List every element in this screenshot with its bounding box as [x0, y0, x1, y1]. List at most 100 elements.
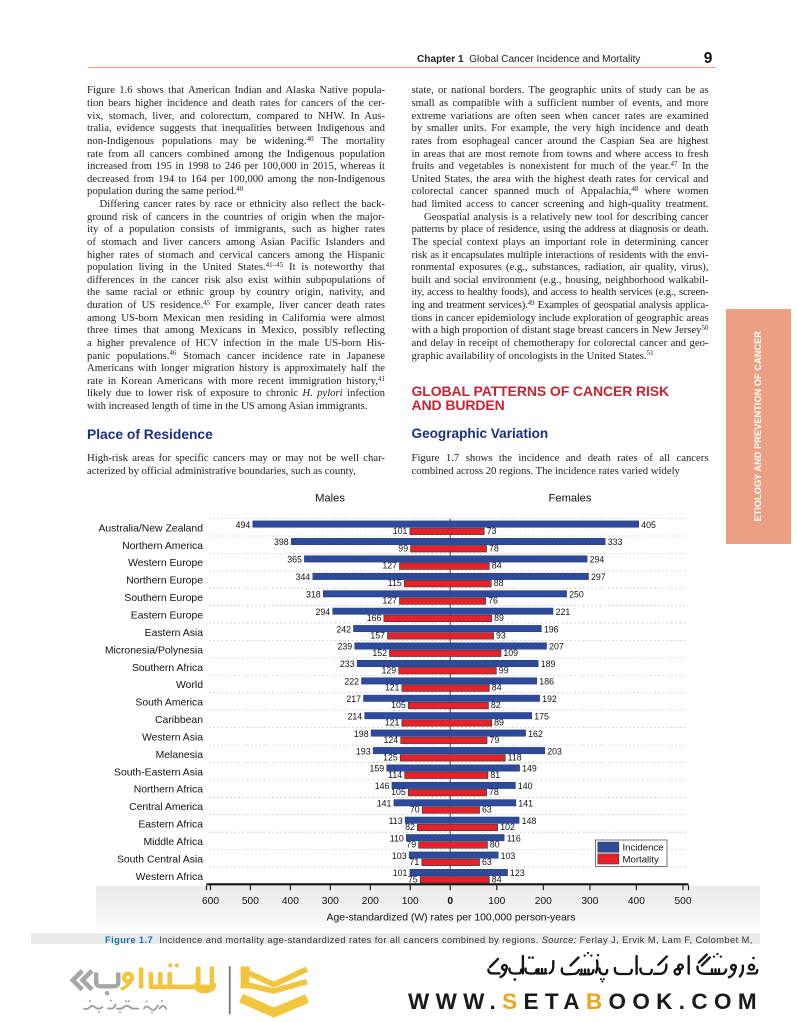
svg-text:193: 193 — [356, 746, 371, 756]
svg-text:100: 100 — [488, 896, 505, 907]
svg-text:Eastern Africa: Eastern Africa — [138, 820, 203, 831]
svg-text:129: 129 — [382, 665, 397, 675]
svg-text:63: 63 — [482, 805, 492, 815]
svg-text:159: 159 — [370, 764, 385, 774]
svg-text:344: 344 — [296, 572, 311, 582]
svg-text:398: 398 — [274, 537, 289, 547]
svg-text:166: 166 — [367, 613, 382, 623]
svg-text:318: 318 — [306, 590, 321, 600]
svg-text:103: 103 — [392, 851, 407, 861]
svg-text:Micronesia/Polynesia: Micronesia/Polynesia — [105, 645, 203, 656]
svg-text:Northern America: Northern America — [122, 541, 203, 552]
svg-text:93: 93 — [496, 630, 506, 640]
svg-text:Eastern Europe: Eastern Europe — [131, 611, 203, 622]
svg-text:148: 148 — [522, 816, 537, 826]
svg-text:116: 116 — [507, 833, 521, 843]
svg-text:105: 105 — [391, 700, 406, 710]
svg-text:102: 102 — [500, 822, 515, 832]
svg-text:63: 63 — [482, 857, 492, 867]
svg-text:300: 300 — [581, 896, 598, 907]
svg-text:78: 78 — [489, 787, 499, 797]
svg-text:Southern Africa: Southern Africa — [132, 663, 203, 674]
svg-text:221: 221 — [556, 607, 571, 617]
svg-text:141: 141 — [377, 799, 392, 809]
svg-text:500: 500 — [242, 896, 259, 907]
svg-text:76: 76 — [488, 596, 498, 606]
svg-text:89: 89 — [494, 718, 504, 728]
svg-text:Melanesia: Melanesia — [156, 750, 204, 761]
svg-text:200: 200 — [362, 896, 379, 907]
svg-text:78: 78 — [489, 543, 499, 553]
svg-text:196: 196 — [544, 624, 559, 634]
svg-text:146: 146 — [375, 781, 390, 791]
svg-text:82: 82 — [491, 700, 501, 710]
svg-text:88: 88 — [494, 578, 504, 588]
svg-text:300: 300 — [322, 896, 339, 907]
svg-text:127: 127 — [382, 561, 397, 571]
svg-text:105: 105 — [391, 787, 406, 797]
svg-text:0: 0 — [447, 896, 453, 907]
svg-text:Caribbean: Caribbean — [155, 715, 203, 726]
svg-text:South Central Asia: South Central Asia — [117, 854, 203, 865]
svg-text:World: World — [176, 680, 203, 691]
svg-text:Southern Europe: Southern Europe — [124, 593, 203, 604]
svg-text:Central America: Central America — [129, 802, 203, 813]
svg-text:175: 175 — [534, 711, 549, 721]
svg-text:Incidence: Incidence — [623, 843, 664, 854]
svg-text:200: 200 — [535, 896, 552, 907]
svg-text:75: 75 — [408, 874, 418, 884]
svg-text:149: 149 — [522, 764, 537, 774]
svg-text:124: 124 — [384, 735, 399, 745]
svg-text:Northern Africa: Northern Africa — [134, 785, 204, 796]
svg-text:239: 239 — [338, 642, 353, 652]
svg-text:494: 494 — [236, 520, 251, 530]
svg-text:80: 80 — [490, 840, 500, 850]
svg-text:South America: South America — [135, 698, 203, 709]
svg-text:82: 82 — [405, 822, 415, 832]
svg-text:333: 333 — [608, 537, 623, 547]
svg-text:73: 73 — [487, 526, 497, 536]
svg-text:Northern Europe: Northern Europe — [126, 576, 203, 587]
svg-text:109: 109 — [503, 648, 518, 658]
svg-text:Males: Males — [315, 493, 345, 505]
svg-text:115: 115 — [388, 578, 402, 588]
svg-text:125: 125 — [383, 752, 398, 762]
svg-text:99: 99 — [398, 543, 408, 553]
svg-text:84: 84 — [492, 683, 502, 693]
svg-text:Western Asia: Western Asia — [142, 732, 203, 743]
svg-text:141: 141 — [518, 799, 533, 809]
svg-text:101: 101 — [393, 526, 408, 536]
svg-text:Western Africa: Western Africa — [136, 872, 204, 883]
svg-text:186: 186 — [539, 677, 554, 687]
svg-text:79: 79 — [406, 840, 416, 850]
svg-text:Eastern Asia: Eastern Asia — [145, 628, 204, 639]
svg-text:600: 600 — [202, 896, 219, 907]
svg-text:99: 99 — [499, 665, 509, 675]
svg-text:152: 152 — [372, 648, 387, 658]
svg-text:192: 192 — [542, 694, 557, 704]
svg-text:365: 365 — [287, 555, 302, 565]
svg-text:100: 100 — [402, 896, 419, 907]
svg-text:242: 242 — [336, 624, 351, 634]
svg-text:140: 140 — [518, 781, 533, 791]
svg-text:250: 250 — [569, 590, 584, 600]
svg-text:405: 405 — [641, 520, 656, 530]
svg-text:500: 500 — [675, 896, 692, 907]
svg-text:101: 101 — [393, 868, 408, 878]
svg-text:Mortality: Mortality — [623, 854, 659, 865]
svg-text:Middle Africa: Middle Africa — [144, 837, 204, 848]
svg-text:400: 400 — [282, 896, 299, 907]
svg-text:84: 84 — [492, 561, 502, 571]
svg-text:103: 103 — [501, 851, 516, 861]
svg-text:110: 110 — [390, 833, 404, 843]
svg-text:294: 294 — [590, 555, 605, 565]
svg-text:214: 214 — [348, 711, 363, 721]
svg-text:297: 297 — [591, 572, 606, 582]
svg-text:114: 114 — [388, 770, 402, 780]
svg-text:294: 294 — [316, 607, 331, 617]
svg-text:84: 84 — [492, 874, 502, 884]
svg-text:400: 400 — [628, 896, 645, 907]
svg-text:70: 70 — [410, 805, 420, 815]
svg-text:118: 118 — [508, 752, 522, 762]
svg-text:217: 217 — [346, 694, 361, 704]
